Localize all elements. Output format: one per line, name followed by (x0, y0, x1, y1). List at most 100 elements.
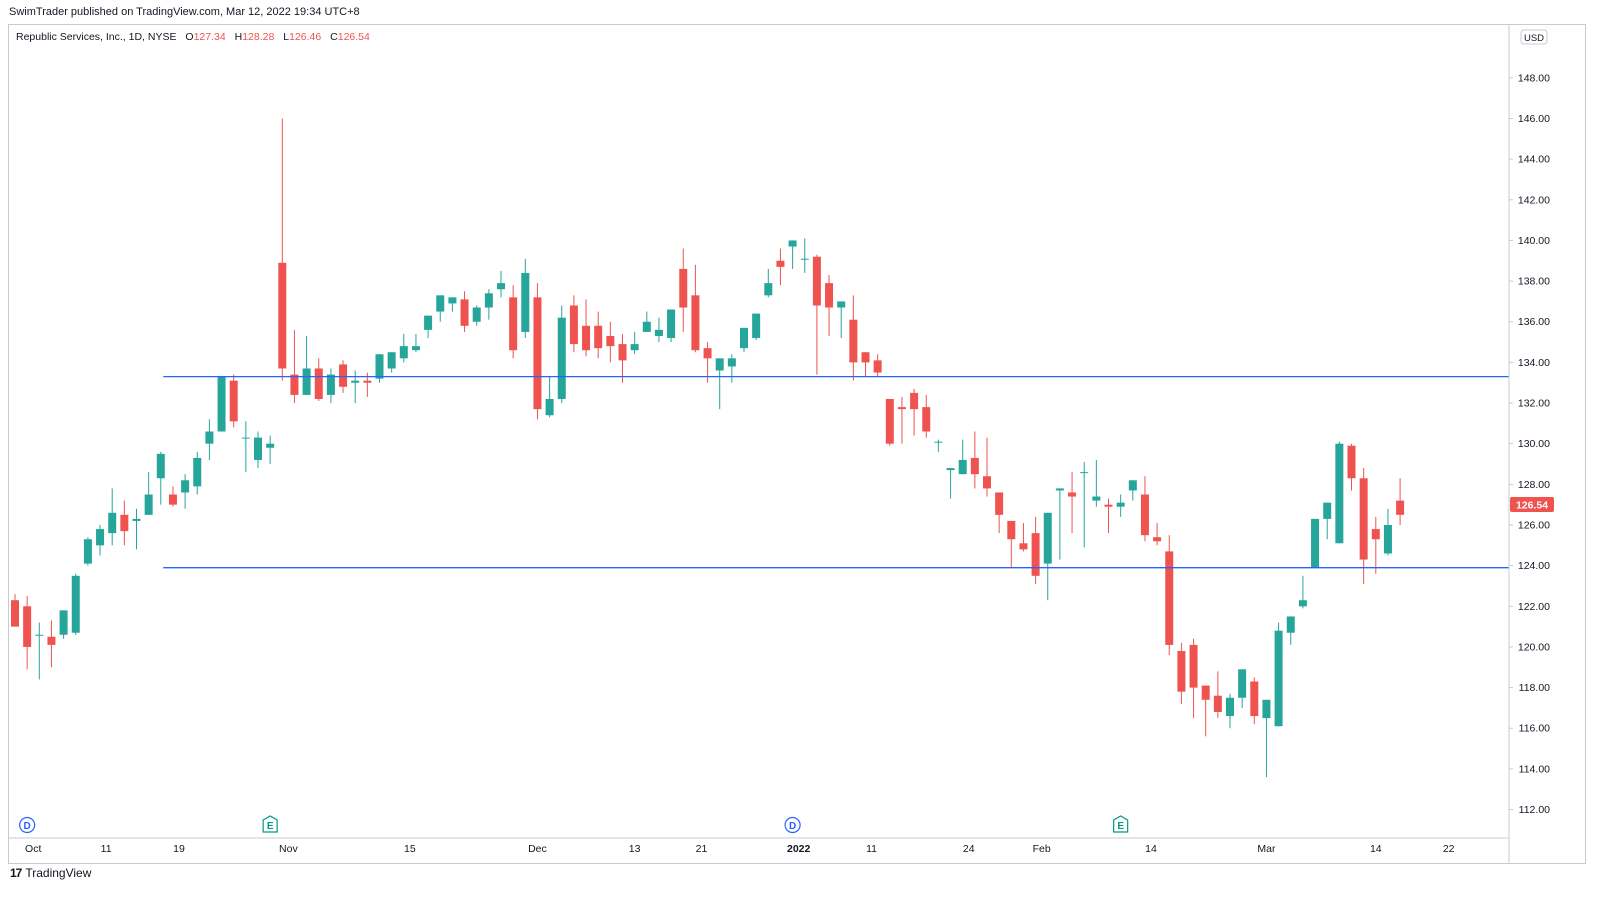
candle-body (326, 374, 335, 395)
candle (582, 299, 591, 357)
candle-body (1189, 644, 1198, 688)
candle-body (1262, 699, 1271, 719)
currency-badge[interactable]: USD (1520, 29, 1548, 45)
candle (47, 620, 56, 668)
candle (691, 264, 700, 353)
support-resistance-lines (163, 375, 1509, 569)
candle (849, 295, 858, 381)
candle-body (897, 407, 906, 410)
candle (861, 352, 870, 377)
candle (1116, 494, 1125, 517)
candle-body (472, 307, 481, 322)
candle (1383, 508, 1392, 556)
candle-body (1116, 502, 1125, 507)
candle-body (1128, 480, 1137, 491)
candle (885, 398, 894, 446)
candle (460, 291, 469, 332)
candle (1068, 472, 1077, 534)
tradingview-logo-icon: 17 (10, 866, 22, 880)
candle-body (861, 352, 870, 363)
close-value: 126.54 (338, 31, 370, 43)
candle-body (873, 360, 882, 373)
low-value: 126.46 (289, 31, 321, 43)
candle (837, 301, 846, 339)
price-tick-label: 144.00 (1518, 154, 1550, 166)
candle (302, 335, 311, 395)
candle (193, 451, 202, 495)
last-price-label: 126.54 (1516, 500, 1548, 512)
price-tick-label: 146.00 (1518, 113, 1550, 125)
candle-body (375, 354, 384, 379)
candle (156, 451, 165, 505)
candle (995, 492, 1004, 534)
candle-body (1347, 445, 1356, 479)
price-tick-label: 120.00 (1518, 641, 1550, 653)
candle-body (1104, 504, 1113, 507)
candle-body (351, 380, 360, 383)
candle-body (509, 297, 518, 351)
candle-body (1383, 524, 1392, 554)
candle (96, 524, 105, 556)
candle (120, 500, 129, 546)
candle (1201, 685, 1210, 737)
marker-label: D (24, 821, 31, 832)
candle-body (825, 283, 834, 308)
dividend-marker-icon: D (19, 816, 36, 834)
candle (569, 295, 578, 353)
candle-body (1359, 478, 1368, 560)
candle-body (752, 313, 761, 339)
candle-body (970, 457, 979, 475)
time-tick-label: Feb (1033, 843, 1051, 855)
candle-body (181, 480, 190, 493)
earnings-marker-icon: E (262, 815, 278, 833)
candle (314, 358, 323, 402)
candle-body (424, 315, 433, 330)
candle-body (229, 380, 238, 422)
candle-body (800, 258, 809, 260)
price-tick-label: 126.00 (1518, 519, 1550, 531)
candle-body (387, 352, 396, 369)
time-tick-label: 14 (1145, 843, 1157, 855)
price-tick-label: 132.00 (1518, 398, 1550, 410)
candle (618, 333, 627, 383)
candle (825, 274, 834, 336)
symbol-legend: Republic Services, Inc., 1D, NYSE O127.3… (16, 31, 370, 43)
candle (752, 313, 761, 341)
candle-body (703, 348, 712, 359)
candle-body (1201, 685, 1210, 700)
candle-body (1323, 502, 1332, 519)
candle (1177, 642, 1186, 704)
candle-body (363, 380, 372, 383)
time-tick-label: 21 (696, 843, 708, 855)
candle-body (582, 325, 591, 351)
candle-body (691, 295, 700, 351)
svg-text:Republic Services, Inc., 1D, N: Republic Services, Inc., 1D, NYSE O127.3… (16, 31, 370, 43)
candle-body (1080, 472, 1089, 474)
time-axis: Oct 11 19 Nov 15 Dec 13 21 2022 11 24 Feb 14 Mar 14 22 (9, 837, 1509, 855)
candle-body (436, 295, 445, 312)
candle (11, 594, 19, 627)
candle-body (557, 317, 566, 399)
candle-body (934, 441, 943, 443)
time-tick-label: Mar (1257, 843, 1276, 855)
candle (594, 311, 603, 359)
footer-brand[interactable]: 17 TradingView (10, 866, 91, 880)
candle-body (460, 299, 469, 326)
high-value: 128.28 (242, 31, 274, 43)
candle (1359, 468, 1368, 584)
candle-body (399, 346, 408, 359)
candle-body (642, 321, 651, 332)
candle (411, 333, 420, 353)
candle-body (302, 368, 311, 395)
high-label: H (235, 31, 243, 43)
price-tick-label: 128.00 (1518, 479, 1550, 491)
price-tick-label: 112.00 (1519, 804, 1550, 816)
candle (606, 321, 615, 363)
price-tick-label: 148.00 (1518, 72, 1550, 84)
time-tick-label: 11 (101, 843, 112, 855)
candle-body (1371, 529, 1380, 540)
candle (654, 317, 663, 343)
candle-body (205, 431, 214, 444)
candle (667, 309, 676, 343)
